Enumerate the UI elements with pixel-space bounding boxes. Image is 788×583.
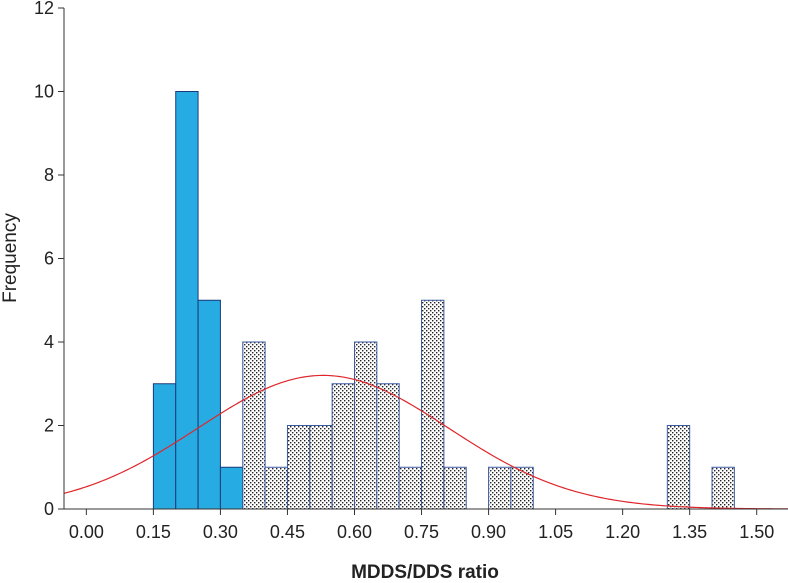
x-tick-label: 1.50: [739, 522, 774, 542]
stippled-bar: [711, 466, 735, 510]
y-tick-label: 4: [44, 332, 54, 352]
stippled-bar: [510, 466, 534, 510]
normal-fit-curve: [63, 374, 788, 510]
x-tick-label: 0.60: [337, 522, 372, 542]
solid-bar: [197, 299, 221, 510]
stippled-bar: [666, 425, 691, 510]
x-axis-ticks: 0.00 0.15 0.30 0.45 0.60 0.75 0.90 1.05 1.20 1.35…: [69, 509, 774, 542]
x-tick-label: 0.45: [270, 522, 305, 542]
x-tick-label: 0.75: [404, 522, 439, 542]
stippled-bar: [331, 383, 355, 510]
stippled-bar: [398, 466, 423, 510]
solid-bar: [219, 466, 244, 510]
y-tick-label: 8: [44, 165, 54, 185]
stippled-bar: [376, 383, 400, 510]
x-tick-label: 0.30: [203, 522, 238, 542]
stippled-bar: [264, 466, 288, 510]
solid-bar: [175, 91, 199, 510]
stippled-bar: [286, 425, 311, 510]
x-tick-label: 1.05: [538, 522, 573, 542]
y-tick-label: 2: [44, 416, 54, 436]
y-axis-title: Frequency: [0, 213, 21, 303]
x-tick-label: 0.15: [136, 522, 171, 542]
bars-group: [152, 91, 735, 510]
x-axis-title: MDDS/DDS ratio: [351, 562, 499, 583]
y-tick-label: 10: [34, 82, 54, 102]
y-tick-label: 6: [44, 249, 54, 269]
stippled-bar: [421, 299, 445, 510]
stippled-bar: [488, 466, 512, 510]
x-tick-label: 0.90: [471, 522, 506, 542]
x-tick-label: 1.20: [605, 522, 640, 542]
stippled-bar: [443, 466, 467, 510]
stippled-bar: [242, 341, 266, 510]
stippled-bar: [353, 341, 378, 510]
x-tick-label: 0.00: [69, 522, 104, 542]
y-axis-ticks: 0 2 4 6 8 10 12: [34, 0, 64, 519]
y-tick-label: 12: [34, 0, 54, 18]
x-tick-label: 1.35: [672, 522, 707, 542]
stippled-bar: [309, 425, 333, 510]
solid-bar: [152, 383, 177, 510]
y-tick-label: 0: [44, 499, 54, 519]
